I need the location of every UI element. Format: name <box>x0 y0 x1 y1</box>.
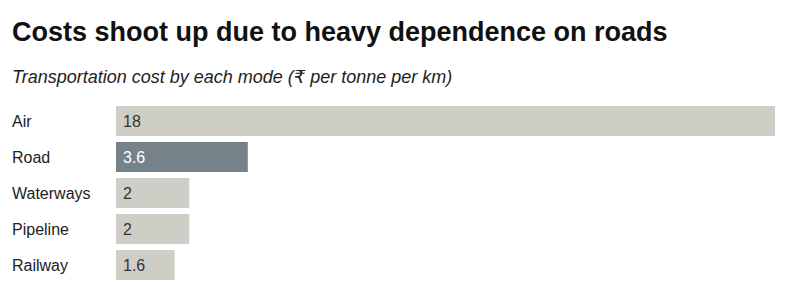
subtitle: Transportation cost by each mode (₹ per … <box>12 67 452 87</box>
category-label: Air <box>12 113 32 130</box>
bar <box>116 142 248 172</box>
bars <box>116 106 775 280</box>
data-label: 1.6 <box>123 257 145 274</box>
chart-svg: Costs shoot up due to heavy dependence o… <box>0 0 794 298</box>
title: Costs shoot up due to heavy dependence o… <box>12 17 668 47</box>
bar <box>116 214 189 244</box>
category-label: Railway <box>12 257 68 274</box>
data-label: 2 <box>123 185 132 202</box>
data-label: 3.6 <box>123 149 145 166</box>
bar <box>116 106 775 136</box>
category-label: Pipeline <box>12 221 69 238</box>
bar <box>116 178 189 208</box>
category-label: Waterways <box>12 185 91 202</box>
labels: Air 18 Road 3.6 Waterways 2 Pipeline 2 Railway 1.… <box>12 113 145 274</box>
data-label: 2 <box>123 221 132 238</box>
chart-root: Costs shoot up due to heavy dependence o… <box>0 0 794 298</box>
category-label: Road <box>12 149 50 166</box>
bar <box>116 250 175 280</box>
data-label: 18 <box>123 113 141 130</box>
